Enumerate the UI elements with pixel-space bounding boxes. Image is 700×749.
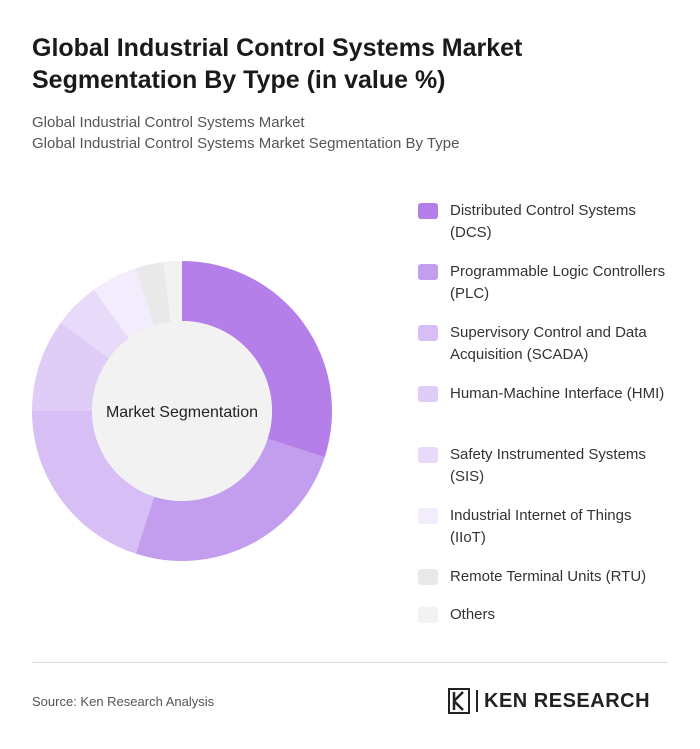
legend-swatch — [418, 264, 438, 280]
chart-title: Global Industrial Control Systems Market… — [32, 34, 523, 94]
legend-item: Safety Instrumented Systems (SIS) — [418, 444, 670, 488]
legend-swatch — [418, 508, 438, 524]
center-label: Market Segmentation — [106, 404, 258, 421]
legend-swatch — [418, 569, 438, 585]
slice-7 — [163, 261, 182, 322]
slice-3 — [32, 322, 110, 411]
legend-label: Industrial Internet of Things (IIoT) — [450, 507, 632, 546]
legend-swatch — [418, 203, 438, 219]
subtitle-1: Global Industrial Control Systems Market — [32, 114, 305, 131]
logo-text: KEN RESEARCH — [484, 689, 651, 712]
legend-label: Human-Machine Interface (HMI) — [450, 385, 665, 402]
legend-label: Distributed Control Systems (DCS) — [450, 202, 636, 241]
ken-research-logo: KEN RESEARCH — [448, 688, 650, 714]
legend-label: Others — [450, 606, 496, 623]
divider — [32, 662, 668, 663]
legend-label: Remote Terminal Units (RTU) — [450, 568, 647, 585]
donut-center — [92, 321, 272, 501]
legend-swatch — [418, 447, 438, 463]
legend-item: Others — [418, 604, 670, 626]
legend-item: Supervisory Control and Data Acquisition… — [418, 322, 670, 366]
legend-item: Remote Terminal Units (RTU) — [418, 566, 670, 588]
subtitle-2: Global Industrial Control Systems Market… — [32, 135, 460, 152]
slice-2 — [32, 411, 155, 554]
legend-swatch — [418, 386, 438, 402]
legend-label: Programmable Logic Controllers (PLC) — [450, 263, 666, 302]
logo-icon — [448, 688, 470, 714]
slice-6 — [135, 262, 171, 326]
legend-item: Programmable Logic Controllers (PLC) — [418, 261, 670, 305]
donut-chart: Market Segmentation — [32, 261, 332, 561]
legend-item: Human-Machine Interface (HMI) — [418, 383, 670, 405]
legend-label: Supervisory Control and Data Acquisition… — [450, 324, 647, 363]
legend-label: Safety Instrumented Systems (SIS) — [450, 446, 646, 485]
legend-swatch — [418, 325, 438, 341]
legend-item: Industrial Internet of Things (IIoT) — [418, 505, 670, 549]
slice-5 — [93, 268, 155, 339]
slice-4 — [60, 289, 130, 359]
slice-0 — [182, 261, 332, 458]
legend-item: Distributed Control Systems (DCS) — [418, 200, 670, 244]
legend-swatch — [418, 607, 438, 623]
source-note: Source: Ken Research Analysis — [32, 694, 215, 709]
slice-1 — [135, 438, 325, 561]
